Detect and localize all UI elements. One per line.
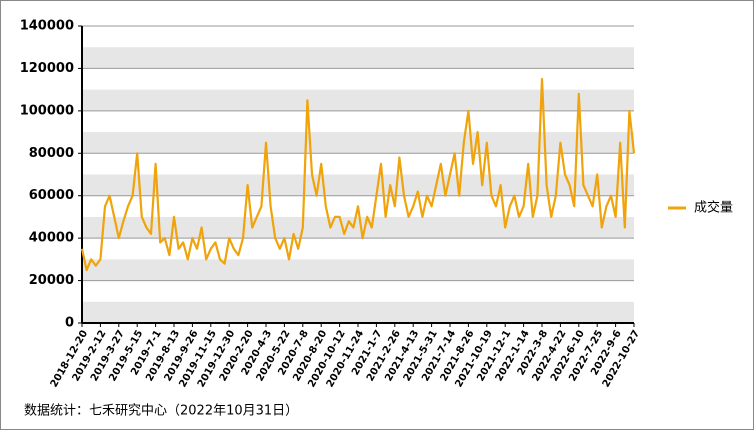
y-tick-label: 20000 bbox=[29, 273, 74, 288]
y-tick-label: 140000 bbox=[20, 19, 74, 34]
grid-band bbox=[82, 174, 634, 196]
legend-label: 成交量 bbox=[694, 200, 733, 216]
y-tick-label: 80000 bbox=[29, 146, 74, 161]
y-tick-label: 40000 bbox=[29, 231, 74, 246]
source-note: 数据统计：七禾研究中心（2022年10月31日） bbox=[24, 404, 298, 419]
grid-band bbox=[82, 259, 634, 281]
y-tick-label: 120000 bbox=[20, 61, 74, 76]
grid-band bbox=[82, 89, 634, 111]
grid-band bbox=[82, 132, 634, 154]
data-line bbox=[80, 77, 636, 272]
grid-band bbox=[82, 216, 634, 239]
y-tick-label: 100000 bbox=[20, 103, 74, 118]
grid-band bbox=[82, 301, 634, 323]
y-tick-label: 60000 bbox=[29, 188, 74, 203]
y-tick-label: 0 bbox=[65, 316, 74, 331]
grid-band bbox=[82, 47, 634, 69]
